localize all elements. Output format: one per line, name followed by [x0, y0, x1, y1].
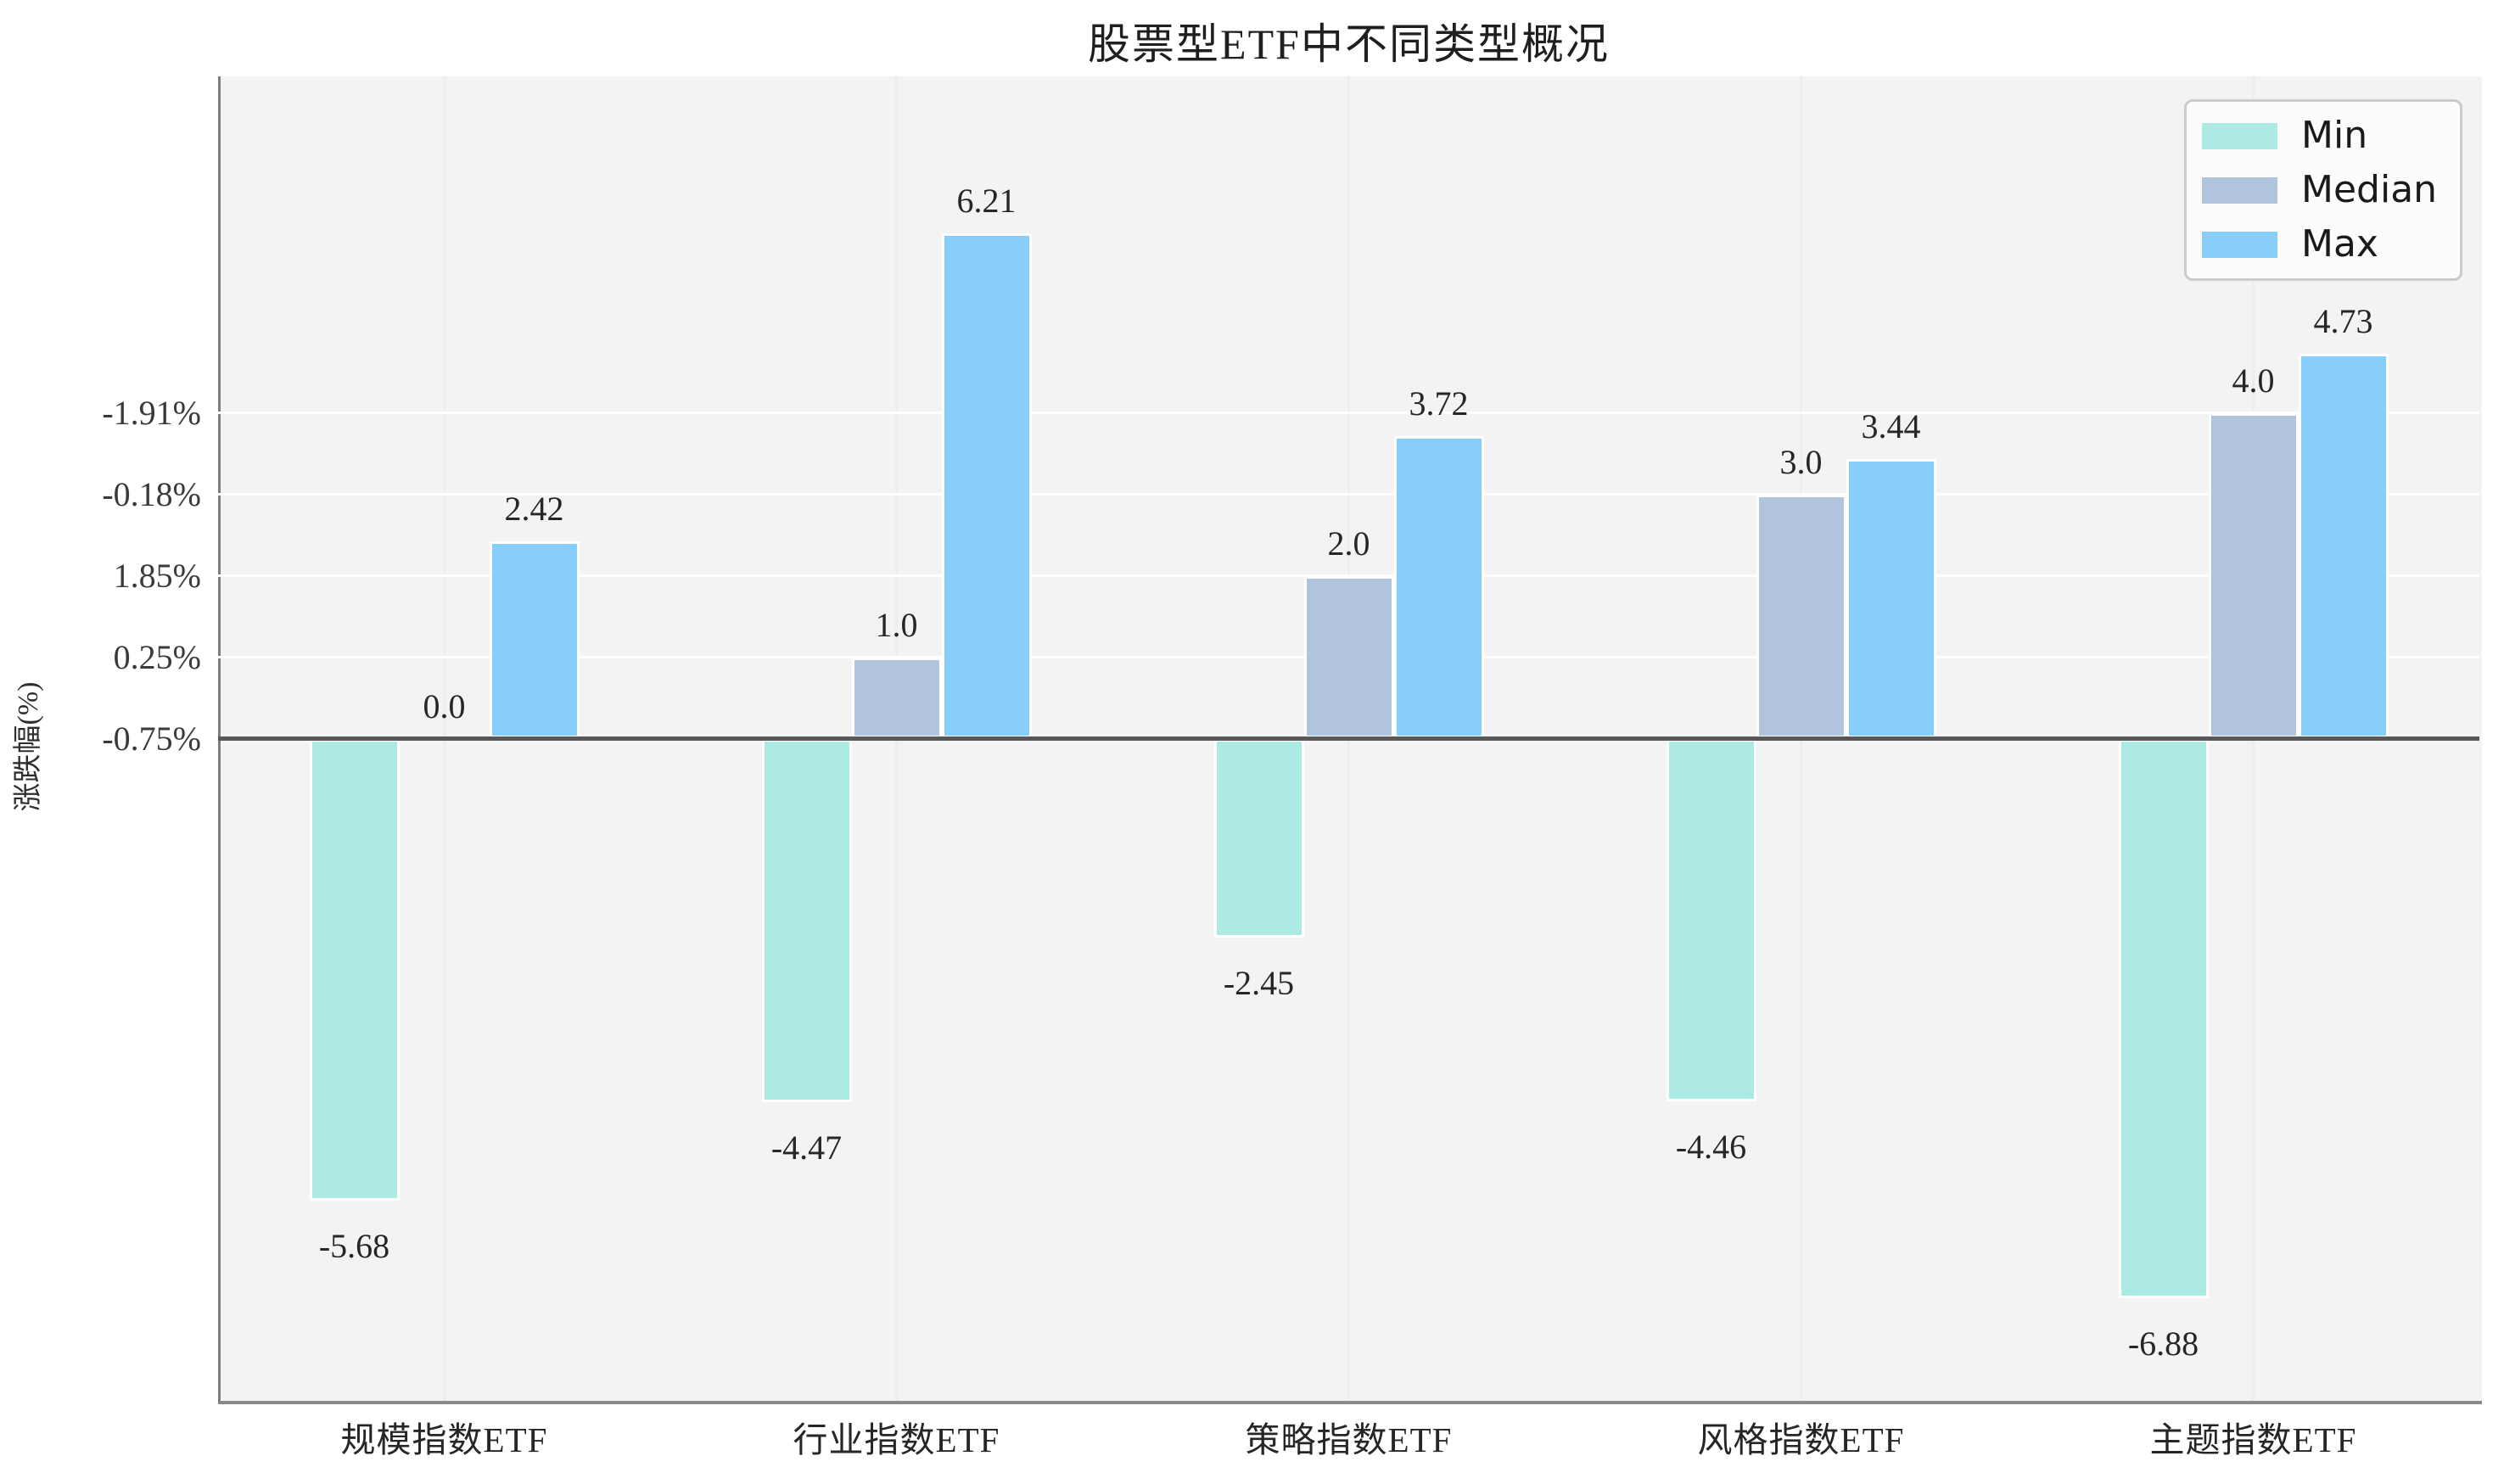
legend-swatch-median — [2202, 176, 2277, 204]
x-tick-label: 策略指数ETF — [1245, 1420, 1453, 1459]
legend-swatch-max — [2202, 231, 2277, 258]
legend-label: Min — [2301, 114, 2368, 157]
x-tick-label: 主题指数ETF — [2149, 1420, 2357, 1459]
legend-swatch-min — [2202, 122, 2277, 149]
legend: Min Median Max — [2184, 99, 2462, 281]
x-tick-label: 风格指数ETF — [1697, 1420, 1905, 1459]
legend-item-median: Median — [2187, 171, 2460, 209]
y-tick-label: -0.18% — [102, 474, 201, 513]
legend-item-max: Max — [2187, 226, 2460, 263]
plot-area — [218, 76, 2482, 1404]
y-tick-label: -1.91% — [102, 393, 201, 432]
legend-label: Max — [2301, 222, 2378, 266]
legend-item-min: Min — [2187, 117, 2460, 154]
x-tick-label: 行业指数ETF — [793, 1420, 1000, 1459]
y-axis-label: 涨跌幅(%) — [13, 681, 44, 812]
chart-title: 股票型ETF中不同类型概况 — [1088, 20, 1610, 68]
x-tick-label: 规模指数ETF — [340, 1420, 548, 1459]
legend-label: Median — [2301, 168, 2438, 211]
